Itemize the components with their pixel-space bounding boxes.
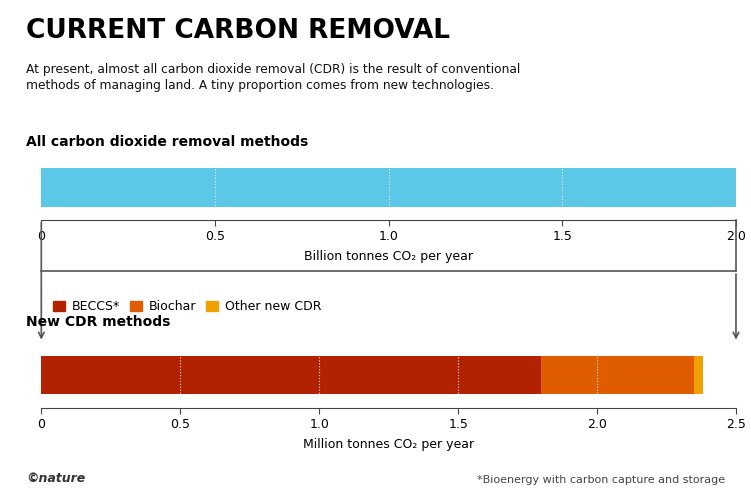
- Text: New CDR methods: New CDR methods: [26, 315, 170, 329]
- Text: ©nature: ©nature: [26, 472, 86, 485]
- Text: At present, almost all carbon dioxide removal (CDR) is the result of conventiona: At present, almost all carbon dioxide re…: [26, 62, 520, 92]
- X-axis label: Billion tonnes CO₂ per year: Billion tonnes CO₂ per year: [304, 250, 473, 264]
- Bar: [41, 356, 541, 394]
- Bar: [695, 356, 703, 394]
- Text: All carbon dioxide removal methods: All carbon dioxide removal methods: [26, 135, 309, 149]
- Text: CURRENT CARBON REMOVAL: CURRENT CARBON REMOVAL: [26, 18, 451, 44]
- X-axis label: Million tonnes CO₂ per year: Million tonnes CO₂ per year: [303, 438, 474, 451]
- Bar: [41, 168, 736, 206]
- Text: *Bioenergy with carbon capture and storage: *Bioenergy with carbon capture and stora…: [477, 475, 725, 485]
- Legend: BECCS*, Biochar, Other new CDR: BECCS*, Biochar, Other new CDR: [47, 296, 326, 318]
- Bar: [541, 356, 695, 394]
